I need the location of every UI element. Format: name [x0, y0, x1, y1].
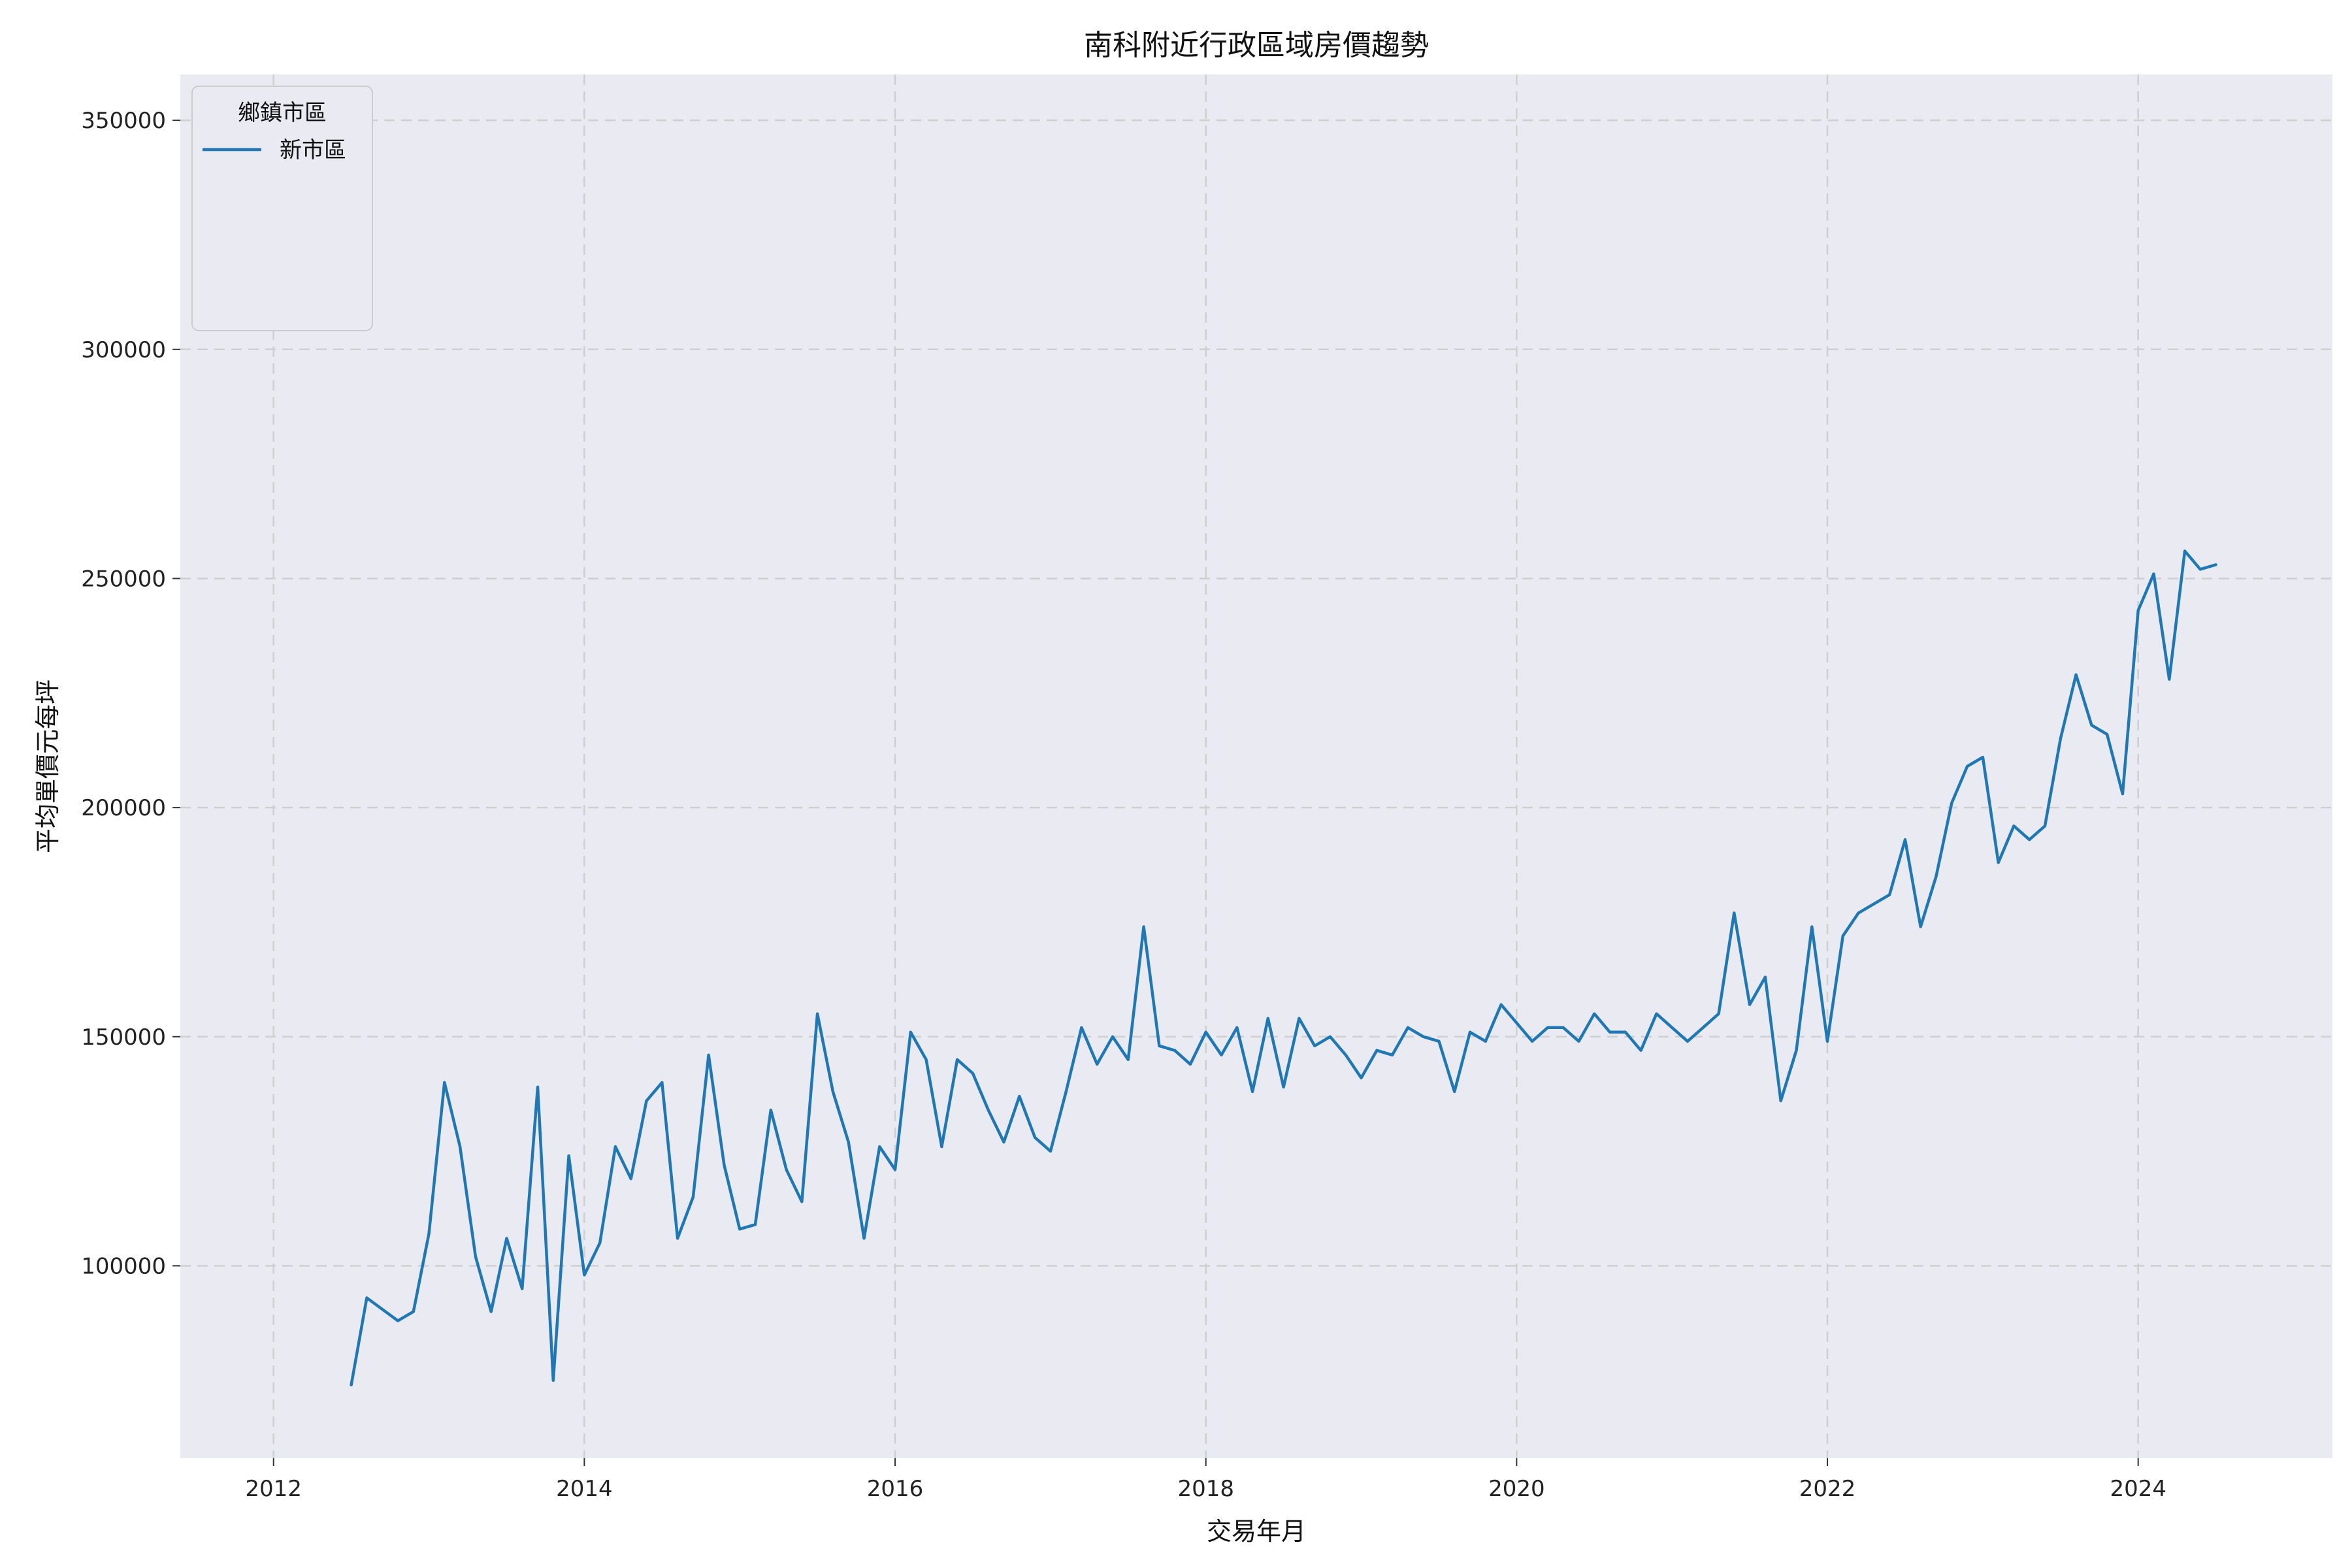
x-axis-title: 交易年月 — [1207, 1517, 1306, 1546]
legend-label: 新市區 — [280, 137, 346, 163]
plot-area — [180, 74, 2332, 1458]
x-tick-label: 2020 — [1488, 1476, 1545, 1502]
x-tick-label: 2012 — [245, 1476, 302, 1502]
legend-title: 鄉鎮市區 — [238, 100, 327, 126]
y-axis-ticks: 100000 150000 200000 250000 300000 350000 — [81, 108, 180, 1279]
x-tick-label: 2014 — [556, 1476, 613, 1502]
chart-title: 南科附近行政區域房價趨勢 — [1084, 29, 1429, 62]
legend-box — [191, 86, 373, 331]
legend-entries: 新市區 — [203, 137, 346, 163]
y-tick-label: 300000 — [81, 337, 166, 363]
y-tick-label: 350000 — [81, 108, 166, 134]
x-tick-label: 2022 — [1799, 1476, 1856, 1502]
y-tick-label: 100000 — [81, 1253, 166, 1279]
x-axis-ticks: 2012 2014 2016 2018 2020 2022 2024 — [245, 1458, 2166, 1502]
y-tick-label: 200000 — [81, 795, 166, 821]
series-line — [350, 549, 2217, 1387]
y-tick-label: 150000 — [81, 1024, 166, 1051]
y-axis-title: 平均單價元每坪 — [33, 679, 62, 853]
y-tick-label: 250000 — [81, 566, 166, 592]
series-lines — [350, 549, 2217, 1387]
legend: 鄉鎮市區 新市區 — [191, 86, 373, 331]
x-tick-label: 2016 — [867, 1476, 924, 1502]
x-tick-label: 2024 — [2110, 1476, 2166, 1502]
x-tick-label: 2018 — [1177, 1476, 1234, 1502]
